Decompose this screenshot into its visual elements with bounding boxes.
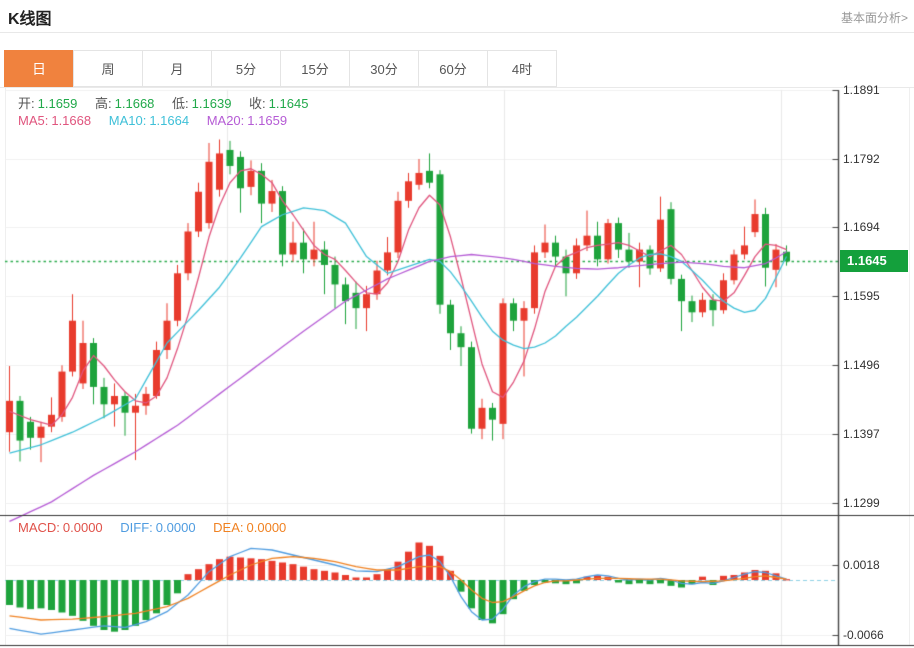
axis-tick-label: 0.0018: [843, 558, 880, 572]
diff-label: DIFF:: [120, 520, 153, 535]
low-label: 低:: [172, 96, 189, 111]
tab-month[interactable]: 月: [142, 50, 212, 87]
ma10-label: MA10:: [108, 113, 147, 128]
close-value: 1.1645: [268, 96, 309, 111]
period-tabbar: 日 周 月 5分 15分 30分 60分 4时: [4, 50, 557, 87]
current-price-tag: 1.1645: [840, 250, 908, 272]
ohlc-legend: 开: 1.1659 高: 1.1668 低: 1.1639 收: 1.1645: [18, 93, 311, 112]
ma20-label: MA20:: [206, 113, 245, 128]
open-label: 开:: [18, 96, 35, 111]
axis-tick-label: 1.1397: [843, 427, 880, 442]
axis-tick-label: 1.1694: [843, 220, 880, 235]
close-label: 收:: [249, 96, 266, 111]
axis-tick-label: -0.0066: [843, 628, 884, 642]
low-value: 1.1639: [191, 96, 232, 111]
page-title: K线图: [8, 11, 52, 28]
tab-day[interactable]: 日: [4, 50, 74, 87]
axis-tick-label: 1.1792: [843, 152, 880, 166]
diff-value: 0.0000: [155, 520, 196, 535]
ma20-value: 1.1659: [247, 113, 288, 128]
tab-5min[interactable]: 5分: [211, 50, 281, 87]
axis-tick-label: 1.1891: [843, 83, 880, 97]
tab-4hour[interactable]: 4时: [487, 50, 557, 87]
fundamental-analysis-link[interactable]: 基本面分析>: [840, 11, 908, 25]
tab-15min[interactable]: 15分: [280, 50, 350, 87]
ma-legend: MA5: 1.1668 MA10: 1.1664 MA20: 1.1659: [18, 113, 290, 128]
dea-value: 0.0000: [246, 520, 287, 535]
dea-label: DEA:: [213, 520, 244, 535]
axis-tick-label: 1.1496: [843, 358, 880, 373]
macd-legend: MACD: 0.0000 DIFF: 0.0000 DEA: 0.0000: [18, 520, 289, 535]
high-label: 高:: [95, 96, 112, 111]
chart-top-border: [0, 87, 914, 88]
tab-week[interactable]: 周: [73, 50, 143, 87]
tab-60min[interactable]: 60分: [418, 50, 488, 87]
ma10-value: 1.1664: [149, 113, 190, 128]
tab-30min[interactable]: 30分: [349, 50, 419, 87]
open-value: 1.1659: [37, 96, 78, 111]
macd-value: 0.0000: [62, 520, 103, 535]
ma5-label: MA5:: [18, 113, 49, 128]
axis-tick-label: 1.1299: [843, 495, 880, 510]
header-divider: [0, 32, 914, 33]
macd-label: MACD:: [18, 520, 60, 535]
ma5-value: 1.1668: [51, 113, 92, 128]
high-value: 1.1668: [114, 96, 155, 111]
candlestick-canvas[interactable]: [0, 88, 914, 648]
axis-tick-label: 1.1595: [843, 289, 880, 304]
